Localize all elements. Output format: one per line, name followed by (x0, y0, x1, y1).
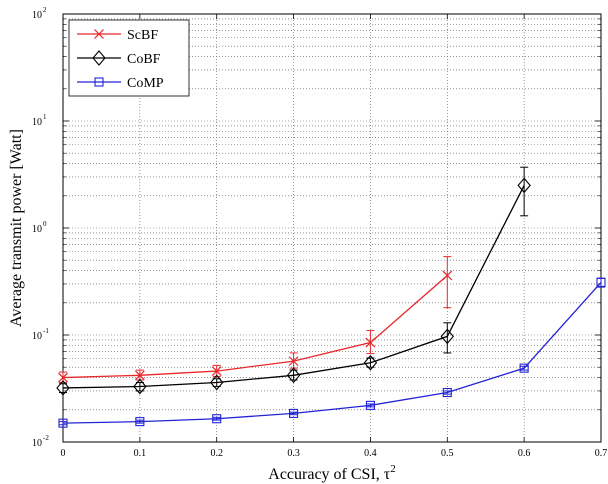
marker-stroke (94, 29, 104, 39)
marker-shape (209, 374, 224, 391)
error-bar (520, 166, 529, 217)
data-point (288, 356, 299, 367)
data-point (211, 366, 222, 377)
marker-shape (365, 400, 375, 410)
data-point (209, 374, 224, 391)
error-bar (289, 411, 298, 416)
legend-label: CoMP (127, 76, 164, 91)
error-bar (59, 421, 67, 426)
data-point (442, 387, 452, 398)
x-axis-label-main: Accuracy of CSI, τ (268, 466, 391, 483)
marker-stroke (58, 372, 68, 383)
y-tick-label: 10 (32, 331, 42, 342)
error-bar (135, 419, 144, 424)
marker-shape (56, 380, 70, 396)
y-tick-exponent: 1 (43, 113, 47, 121)
series-line (62, 274, 448, 379)
y-tick-label: 10 (32, 10, 42, 21)
marker-stroke (134, 370, 145, 381)
error-bar (520, 365, 529, 371)
series-scbf (58, 256, 453, 383)
marker-shape (94, 77, 104, 87)
marker-shape (92, 50, 106, 66)
error-bar (366, 403, 375, 408)
y-tick-label: 10 (32, 224, 42, 235)
y-tick-exponent: -1 (43, 327, 49, 335)
data-point (289, 408, 299, 418)
legend-marker (92, 50, 106, 66)
x-tick-label: 0.7 (595, 448, 608, 459)
marker-shape (135, 417, 145, 427)
data-point (286, 367, 301, 384)
marker-stroke (211, 366, 222, 377)
error-bar (443, 256, 452, 309)
marker-shape (519, 363, 529, 373)
legend: ScBF CoBF CoMP (68, 19, 190, 97)
y-tick-label: 10 (32, 117, 42, 128)
error-bar (443, 390, 452, 395)
marker-stroke (365, 337, 376, 348)
data-point (134, 370, 145, 381)
data-point (596, 277, 606, 287)
error-bar (443, 322, 452, 354)
data-point (365, 337, 376, 348)
y-tick-exponent: 0 (43, 220, 47, 228)
y-tick-exponent: 2 (43, 6, 47, 14)
marker-shape (58, 418, 68, 428)
x-tick-label: 0.5 (441, 448, 454, 459)
data-point (517, 177, 531, 194)
legend-marker (94, 29, 104, 39)
legend-item-scbf: ScBF (77, 28, 158, 43)
marker-shape (517, 177, 531, 194)
marker-shape (440, 328, 455, 345)
data-point (519, 363, 529, 373)
series-layer (56, 166, 606, 428)
x-tick-label: 0.6 (518, 448, 531, 459)
x-tick-label: 0.2 (210, 448, 223, 459)
data-point (135, 417, 145, 427)
marker-shape (442, 387, 452, 398)
data-point (365, 400, 375, 410)
data-point (442, 270, 453, 281)
y-tick-label: 10 (32, 438, 42, 449)
series-cobf (56, 166, 531, 396)
legend-item-comp: CoMP (77, 76, 164, 91)
series-line (62, 281, 602, 424)
legend-item-cobf: CoBF (77, 50, 161, 67)
marker-shape (212, 414, 222, 424)
data-point (212, 414, 222, 424)
data-point (58, 372, 68, 383)
data-point (56, 380, 70, 396)
y-axis-label: Average transmit power [Watt] (8, 129, 25, 327)
x-tick-label: 0 (61, 448, 66, 459)
data-point (133, 378, 147, 395)
marker-shape (286, 367, 301, 384)
x-tick-label: 0.3 (287, 448, 300, 459)
marker-stroke (442, 270, 453, 281)
x-tick-label: 0.4 (364, 448, 377, 459)
marker-shape (596, 277, 606, 287)
marker-stroke (288, 356, 299, 367)
legend-label: ScBF (127, 28, 158, 43)
data-point (58, 418, 68, 428)
x-tick-label: 0.1 (134, 448, 147, 459)
x-axis-label: Accuracy of CSI, τ2 (268, 463, 395, 483)
marker-shape (133, 378, 147, 395)
legend-label: CoBF (127, 52, 161, 67)
legend-marker (94, 77, 104, 87)
y-tick-exponent: -2 (43, 434, 49, 442)
series-comp (58, 277, 606, 428)
marker-shape (363, 354, 378, 371)
data-point (363, 354, 378, 371)
data-point (440, 328, 455, 345)
x-axis-label-sup: 2 (390, 463, 396, 475)
error-bar (212, 416, 221, 421)
marker-shape (289, 408, 299, 418)
